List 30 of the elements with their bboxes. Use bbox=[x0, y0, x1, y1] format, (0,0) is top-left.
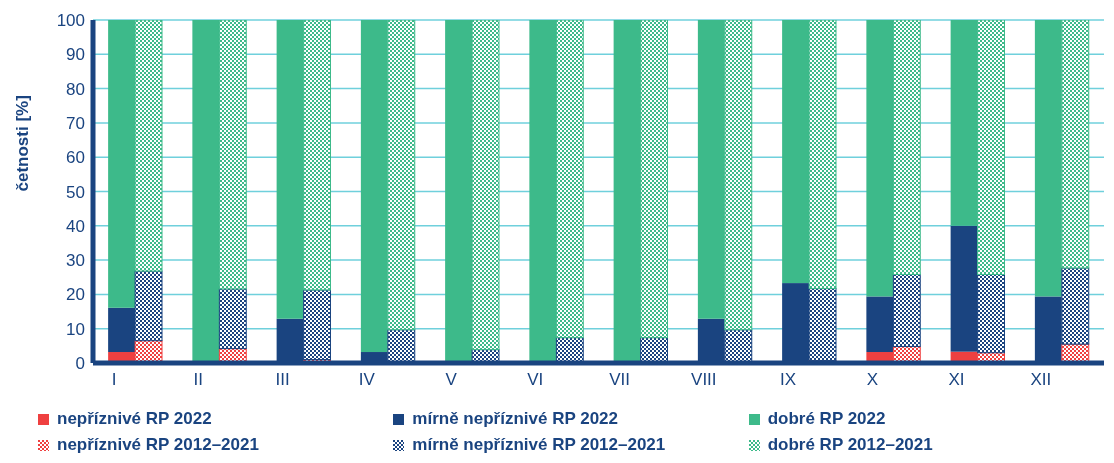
legend-label: dobré RP 2022 bbox=[767, 409, 886, 429]
legend-label: dobré RP 2012–2021 bbox=[767, 435, 933, 455]
y-tick-label: 50 bbox=[66, 182, 85, 202]
y-tick-label: 10 bbox=[66, 319, 85, 339]
y-tick-label: 90 bbox=[66, 45, 85, 65]
x-tick-label: VI bbox=[527, 370, 544, 389]
y-tick-label: 0 bbox=[75, 354, 85, 374]
y-tick-label: 30 bbox=[66, 251, 85, 271]
y-tick-label: 20 bbox=[66, 285, 85, 305]
legend-label: nepříznivé RP 2022 bbox=[57, 409, 212, 429]
x-tick-label: IV bbox=[358, 370, 376, 389]
x-tick-label: XII bbox=[1030, 370, 1052, 389]
legend-label: nepříznivé RP 2012–2021 bbox=[57, 435, 259, 455]
y-tick-label: 80 bbox=[66, 79, 85, 99]
x-tick-label: IX bbox=[780, 370, 797, 389]
y-tick-label: 100 bbox=[56, 11, 85, 31]
x-tick-label: I bbox=[111, 370, 117, 389]
x-tick-label: VII bbox=[609, 370, 630, 389]
x-tick-label: II bbox=[193, 370, 204, 389]
y-tick-label: 40 bbox=[66, 216, 85, 236]
x-tick-label: III bbox=[275, 370, 290, 389]
legend-label: mírně nepříznivé RP 2022 bbox=[412, 409, 618, 429]
x-tick-label: V bbox=[445, 370, 458, 389]
y-tick-label: 70 bbox=[66, 113, 85, 133]
y-tick-label: 60 bbox=[66, 148, 85, 168]
y-axis-title: četnosti [%] bbox=[13, 95, 33, 192]
legend-label: mírně nepříznivé RP 2012–2021 bbox=[412, 435, 666, 455]
x-tick-label: VIII bbox=[691, 370, 717, 389]
x-tick-label: XI bbox=[948, 370, 965, 389]
x-tick-label: X bbox=[866, 370, 878, 389]
